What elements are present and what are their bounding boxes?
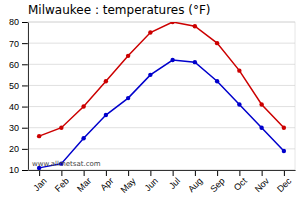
annotation: www.allmetsat.com <box>32 160 101 168</box>
x-tick: Oct <box>232 170 249 193</box>
series-point <box>193 24 197 28</box>
x-tick: Apr <box>98 170 115 193</box>
title: Milwaukee : temperatures (°F) <box>28 3 211 17</box>
plot-frame <box>28 22 295 170</box>
y-tick: 30 <box>9 123 28 133</box>
x-tick: Jul <box>167 170 182 191</box>
series-point <box>126 54 130 58</box>
y-tick: 70 <box>9 39 28 49</box>
series-point <box>170 58 174 62</box>
grid-line <box>28 148 295 149</box>
x-tick-label: Apr <box>98 176 115 193</box>
x-tick-mark <box>128 170 129 176</box>
series-point <box>193 60 197 64</box>
x-tick-mark <box>195 170 196 176</box>
x-tick: Mar <box>75 170 93 194</box>
y-tick-label: 30 <box>9 123 19 133</box>
grid-line <box>28 64 295 65</box>
x-tick-mark <box>39 170 40 176</box>
y-tick-mark <box>22 43 28 44</box>
grid-line <box>28 127 295 128</box>
series-point <box>282 149 286 153</box>
x-tick-label: Mar <box>75 176 93 194</box>
y-tick: 50 <box>9 81 28 91</box>
y-tick-label: 70 <box>9 39 19 49</box>
x-tick: May <box>119 170 138 195</box>
y-tick-mark <box>22 128 28 129</box>
y-tick-label: 60 <box>9 60 19 70</box>
x-tick: Nov <box>253 170 272 194</box>
x-tick: Feb <box>53 170 71 194</box>
series-point <box>37 134 41 138</box>
grid-line <box>28 43 295 44</box>
series-point <box>259 102 263 106</box>
series-point <box>237 102 241 106</box>
x-tick-label: Dec <box>275 175 294 194</box>
x-tick-mark <box>84 170 85 176</box>
series-point <box>81 136 85 140</box>
y-tick-label: 50 <box>9 81 19 91</box>
series-point <box>237 68 241 72</box>
series-point <box>170 22 174 24</box>
x-tick: Jan <box>31 170 48 193</box>
y-tick-mark <box>22 22 28 23</box>
series-point <box>59 126 63 130</box>
series-point <box>259 126 263 130</box>
y-tick-mark <box>22 85 28 86</box>
x-tick: Aug <box>186 170 204 194</box>
x-tick-mark <box>106 170 107 176</box>
y-tick: 20 <box>9 144 28 154</box>
series-line <box>39 22 284 136</box>
plot: 10 20 30 40 50 60 70 80 Jan FebMar AprMay Jun Jul Aug… <box>9 17 296 195</box>
grid-line <box>28 106 295 107</box>
x-tick: Dec <box>275 170 294 194</box>
x-tick-label: Jan <box>31 176 48 193</box>
grid-line <box>28 85 295 86</box>
grid <box>28 22 295 170</box>
series-point <box>282 126 286 130</box>
y-tick-label: 10 <box>9 165 19 175</box>
y-tick: 10 <box>9 165 28 175</box>
marks <box>37 22 286 170</box>
x-tick-label: Feb <box>53 176 71 194</box>
y-tick-mark <box>22 149 28 150</box>
series-point <box>148 30 152 34</box>
y-tick-mark <box>22 64 28 65</box>
x-tick: Sep <box>208 170 226 194</box>
x-tick-mark <box>61 170 62 176</box>
y-axis: 10 20 30 40 50 60 70 80 <box>9 17 29 175</box>
x-tick-mark <box>150 170 151 176</box>
x-tick-mark <box>284 170 285 176</box>
y-tick-label: 20 <box>9 144 19 154</box>
x-tick-label: Jul <box>167 176 182 191</box>
y-tick-mark <box>22 170 28 171</box>
x-tick-label: Nov <box>253 175 272 194</box>
x-tick-label: May <box>119 175 138 194</box>
y-tick: 80 <box>9 17 28 27</box>
y-tick: 40 <box>9 102 28 112</box>
series-point <box>126 96 130 100</box>
x-tick: Jun <box>143 170 160 193</box>
x-axis: Jan FebMar AprMay Jun Jul AugSep OctNovDec <box>29 170 296 195</box>
y-tick: 60 <box>9 60 28 70</box>
x-tick-label: Sep <box>208 176 226 194</box>
x-tick-mark <box>217 170 218 176</box>
y-tick-mark <box>22 107 28 108</box>
x-tick-mark <box>239 170 240 176</box>
x-tick-label: Aug <box>186 176 204 194</box>
series-point <box>215 41 219 45</box>
series-line <box>39 60 284 168</box>
x-tick-mark <box>173 170 174 176</box>
series-point <box>104 79 108 83</box>
series-point <box>104 113 108 117</box>
y-tick-label: 80 <box>9 17 19 27</box>
series-point <box>148 73 152 77</box>
series-point <box>81 104 85 108</box>
x-tick-label: Jun <box>143 176 160 193</box>
chart: 10 20 30 40 50 60 70 80 Jan FebMar AprMay Jun Jul Aug… <box>0 0 305 200</box>
x-tick-mark <box>262 170 263 176</box>
series-point <box>215 79 219 83</box>
x-tick-label: Oct <box>232 175 249 192</box>
y-tick-label: 40 <box>9 102 19 112</box>
